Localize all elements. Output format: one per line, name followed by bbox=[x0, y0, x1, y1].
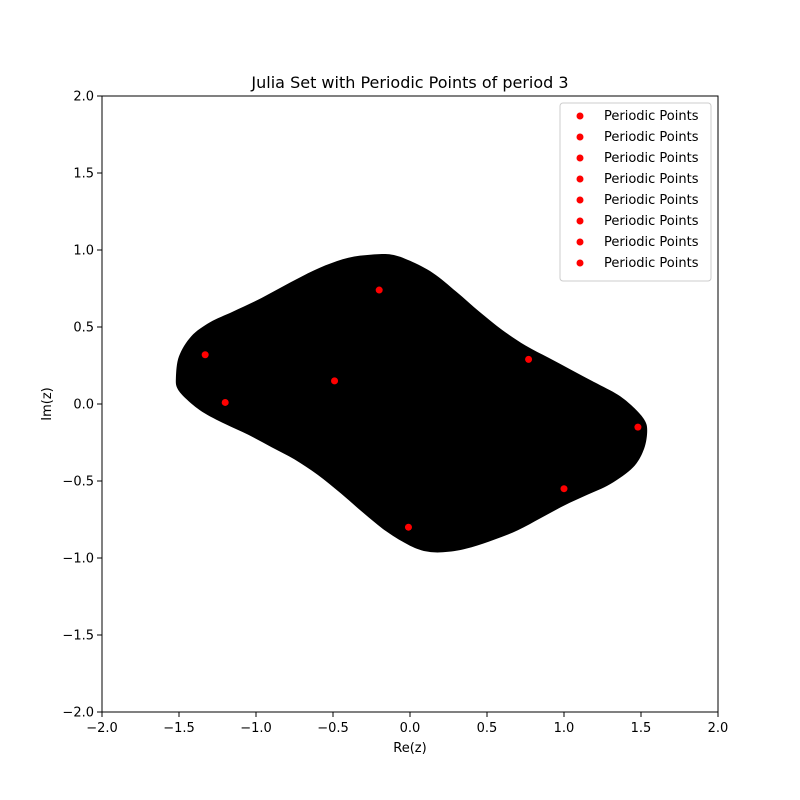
y-axis-label: Im(z) bbox=[40, 387, 55, 420]
y-tick-label: −2.0 bbox=[62, 706, 94, 721]
y-tick-label: −1.0 bbox=[62, 552, 94, 567]
periodic-point bbox=[201, 351, 209, 359]
legend-entry-label: Periodic Points bbox=[604, 151, 699, 166]
legend-marker bbox=[576, 175, 584, 183]
legend-marker bbox=[576, 133, 584, 141]
x-tick-label: −0.5 bbox=[317, 721, 349, 736]
legend-marker bbox=[576, 259, 584, 267]
periodic-point bbox=[634, 423, 642, 431]
periodic-point bbox=[404, 523, 412, 531]
periodic-point bbox=[221, 398, 229, 406]
x-tick-label: 1.5 bbox=[631, 721, 652, 736]
y-tick-label: 2.0 bbox=[73, 90, 94, 105]
legend-marker bbox=[576, 154, 584, 162]
legend: Periodic Points Periodic Points Periodic P… bbox=[559, 102, 712, 282]
periodic-point bbox=[560, 485, 568, 493]
x-tick-label: −2.0 bbox=[86, 721, 118, 736]
periodic-point bbox=[525, 355, 533, 363]
x-tick-label: 1.0 bbox=[554, 721, 575, 736]
y-tick-label: 1.5 bbox=[73, 167, 94, 182]
x-tick-label: 0.5 bbox=[477, 721, 498, 736]
legend-marker bbox=[576, 238, 584, 246]
legend-box bbox=[559, 102, 712, 282]
legend-entry-label: Periodic Points bbox=[604, 172, 699, 187]
x-axis-label: Re(z) bbox=[393, 741, 426, 756]
legend-entry-label: Periodic Points bbox=[604, 235, 699, 250]
legend-entry-label: Periodic Points bbox=[604, 109, 699, 124]
periodic-point bbox=[331, 377, 339, 385]
chart-title: Julia Set with Periodic Points of period… bbox=[250, 73, 568, 92]
x-tick-label: 0.0 bbox=[400, 721, 421, 736]
legend-marker bbox=[576, 112, 584, 120]
julia-set-fill bbox=[175, 254, 648, 553]
y-tick-label: 0.5 bbox=[73, 321, 94, 336]
x-tick-label: −1.0 bbox=[240, 721, 272, 736]
periodic-point bbox=[375, 286, 383, 294]
legend-entry-label: Periodic Points bbox=[604, 256, 699, 271]
x-tick-label: 2.0 bbox=[708, 721, 729, 736]
legend-entry-label: Periodic Points bbox=[604, 193, 699, 208]
y-tick-label: −1.5 bbox=[62, 629, 94, 644]
x-tick-label: −1.5 bbox=[163, 721, 195, 736]
y-tick-label: −0.5 bbox=[62, 475, 94, 490]
legend-marker bbox=[576, 217, 584, 225]
legend-marker bbox=[576, 196, 584, 204]
y-tick-label: 0.0 bbox=[73, 398, 94, 413]
legend-entry-label: Periodic Points bbox=[604, 130, 699, 145]
x-axis-ticks: −2.0 −1.5 −1.0 −0.5 0.0 0.5 1.0 1.5 2.0 bbox=[86, 712, 728, 736]
periodic-points-layer bbox=[201, 286, 642, 531]
y-tick-label: 1.0 bbox=[73, 244, 94, 259]
y-axis-ticks: −2.0 −1.5 −1.0 −0.5 0.0 0.5 1.0 1.5 2.0 bbox=[62, 90, 102, 721]
legend-entry-label: Periodic Points bbox=[604, 214, 699, 229]
